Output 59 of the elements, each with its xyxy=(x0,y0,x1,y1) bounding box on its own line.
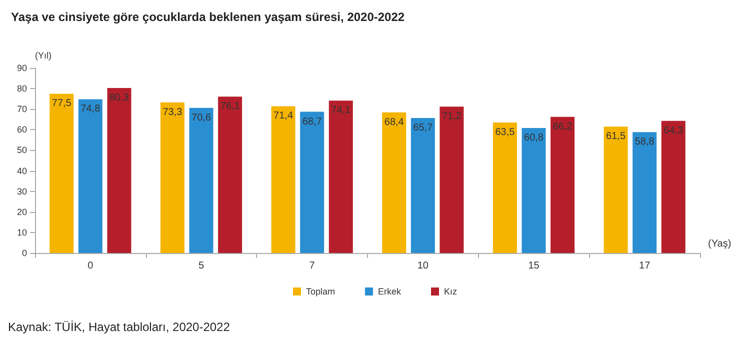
y-axis-title: (Yıl) xyxy=(35,50,52,60)
x-tick-label: 7 xyxy=(309,260,316,272)
bar xyxy=(218,96,242,253)
x-axis-title: (Yaş) xyxy=(708,238,732,250)
y-tick-label: 60 xyxy=(16,124,27,135)
text: Kaynak: TÜİK, Hayat tabloları, 2020-2022 xyxy=(8,320,230,334)
y-tick-label: 10 xyxy=(16,227,27,238)
data-label: 74,8 xyxy=(80,104,101,115)
data-label: 64,3 xyxy=(664,125,684,136)
legend-label: Kız xyxy=(444,286,458,296)
legend-label: Erkek xyxy=(378,286,402,296)
x-tick-label: 10 xyxy=(417,260,429,272)
data-label: 61,5 xyxy=(606,131,626,142)
bar xyxy=(382,112,406,253)
chart-title: Yaşa ve cinsiyete göre çocuklarda beklenen yaşam süresi, 2020-2022 xyxy=(11,10,405,24)
y-tick-label: 50 xyxy=(16,145,27,156)
x-tick-label: 5 xyxy=(198,260,204,272)
bar xyxy=(604,126,628,253)
bar xyxy=(189,108,214,253)
legend-label: Toplam xyxy=(306,286,336,296)
y-tick-label: 30 xyxy=(16,186,27,196)
bar xyxy=(50,94,74,253)
data-label: 71,2 xyxy=(442,111,462,122)
x-tick-label: 17 xyxy=(639,260,651,272)
data-label: 66,2 xyxy=(552,121,573,132)
data-label: 77,5 xyxy=(52,98,72,110)
y-tick-label: 40 xyxy=(16,166,27,176)
y-tick-label: 20 xyxy=(16,206,27,217)
bar xyxy=(440,106,464,253)
bar xyxy=(78,99,102,253)
data-label: 73,3 xyxy=(162,106,183,118)
bar xyxy=(160,102,184,253)
data-label: 68,7 xyxy=(302,116,322,128)
y-tick-label: 90 xyxy=(16,63,27,73)
data-label: 74,1 xyxy=(331,105,352,116)
bar xyxy=(661,120,686,253)
data-label: 60,8 xyxy=(524,132,544,144)
bar xyxy=(107,88,132,253)
bar xyxy=(522,128,546,253)
bar xyxy=(271,106,296,253)
data-label: 80,3 xyxy=(109,92,130,104)
x-tick-label: 15 xyxy=(528,260,540,272)
data-label: 65,7 xyxy=(413,122,434,134)
data-label: 76,1 xyxy=(220,101,240,112)
y-tick-label: 70 xyxy=(16,104,27,114)
y-tick-label: 80 xyxy=(16,84,27,94)
data-label: 70,6 xyxy=(192,112,212,124)
bar xyxy=(410,118,435,253)
data-label: 68,4 xyxy=(384,116,404,128)
data-label: 71,4 xyxy=(274,110,294,122)
bar xyxy=(300,112,324,253)
x-tick-label: 0 xyxy=(88,260,94,272)
data-label: 63,5 xyxy=(495,126,516,138)
bar xyxy=(550,116,575,253)
bar xyxy=(492,122,517,253)
y-tick-label: 0 xyxy=(22,248,27,258)
bar xyxy=(328,100,353,253)
bar xyxy=(632,132,657,253)
data-label: 58,8 xyxy=(634,136,655,148)
